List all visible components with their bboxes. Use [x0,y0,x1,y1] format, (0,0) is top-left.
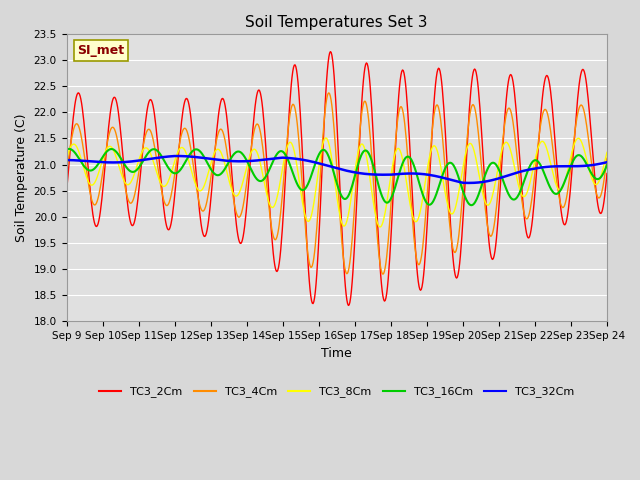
TC3_8Cm [128,177,136,183]
Line: TC3_32Cm: TC3_32Cm [67,156,607,183]
TC3_16Cm [419,192,427,197]
Text: SI_met: SI_met [77,44,124,57]
TC3_4Cm [63,170,70,176]
TC3_32Cm [173,153,181,159]
TC3_32Cm [212,157,220,163]
TC3_8Cm [72,143,80,149]
TC3_16Cm [65,146,72,152]
TC3_4Cm [325,90,333,96]
TC3_4Cm [379,271,387,277]
TC3_16Cm [63,147,70,153]
TC3_16Cm [184,155,191,161]
TC3_4Cm [211,144,219,149]
TC3_4Cm [183,128,191,133]
TC3_8Cm [183,152,191,157]
TC3_16Cm [468,202,476,208]
TC3_8Cm [376,224,384,230]
TC3_2Cm [128,223,136,228]
TC3_2Cm [344,302,352,308]
TC3_2Cm [72,94,80,100]
TC3_8Cm [211,148,219,154]
TC3_2Cm [63,189,70,195]
TC3_4Cm [404,155,412,160]
TC3_2Cm [404,108,412,114]
Line: TC3_4Cm: TC3_4Cm [67,93,607,274]
TC3_32Cm [63,157,70,163]
TC3_8Cm [420,190,428,196]
TC3_8Cm [322,135,330,141]
TC3_16Cm [129,169,136,175]
TC3_2Cm [603,170,611,176]
TC3_32Cm [128,158,136,164]
TC3_32Cm [403,171,411,177]
TC3_16Cm [403,154,411,160]
TC3_8Cm [603,149,611,155]
Line: TC3_16Cm: TC3_16Cm [67,149,607,205]
TC3_2Cm [183,96,191,101]
TC3_32Cm [419,171,427,177]
Line: TC3_8Cm: TC3_8Cm [67,138,607,227]
TC3_4Cm [72,121,80,127]
TC3_8Cm [404,187,412,193]
TC3_4Cm [128,200,136,205]
TC3_16Cm [212,172,220,178]
X-axis label: Time: Time [321,347,352,360]
TC3_32Cm [184,154,191,159]
TC3_32Cm [465,180,472,186]
TC3_2Cm [211,144,219,149]
TC3_16Cm [73,153,81,158]
TC3_2Cm [326,49,334,55]
TC3_4Cm [603,156,611,161]
TC3_2Cm [420,273,428,278]
Y-axis label: Soil Temperature (C): Soil Temperature (C) [15,113,28,242]
Line: TC3_2Cm: TC3_2Cm [67,52,607,305]
Legend: TC3_2Cm, TC3_4Cm, TC3_8Cm, TC3_16Cm, TC3_32Cm: TC3_2Cm, TC3_4Cm, TC3_8Cm, TC3_16Cm, TC3… [95,382,579,402]
TC3_4Cm [420,236,428,242]
TC3_32Cm [72,157,80,163]
Title: Soil Temperatures Set 3: Soil Temperatures Set 3 [246,15,428,30]
TC3_8Cm [63,156,70,161]
TC3_32Cm [603,159,611,165]
TC3_16Cm [603,162,611,168]
